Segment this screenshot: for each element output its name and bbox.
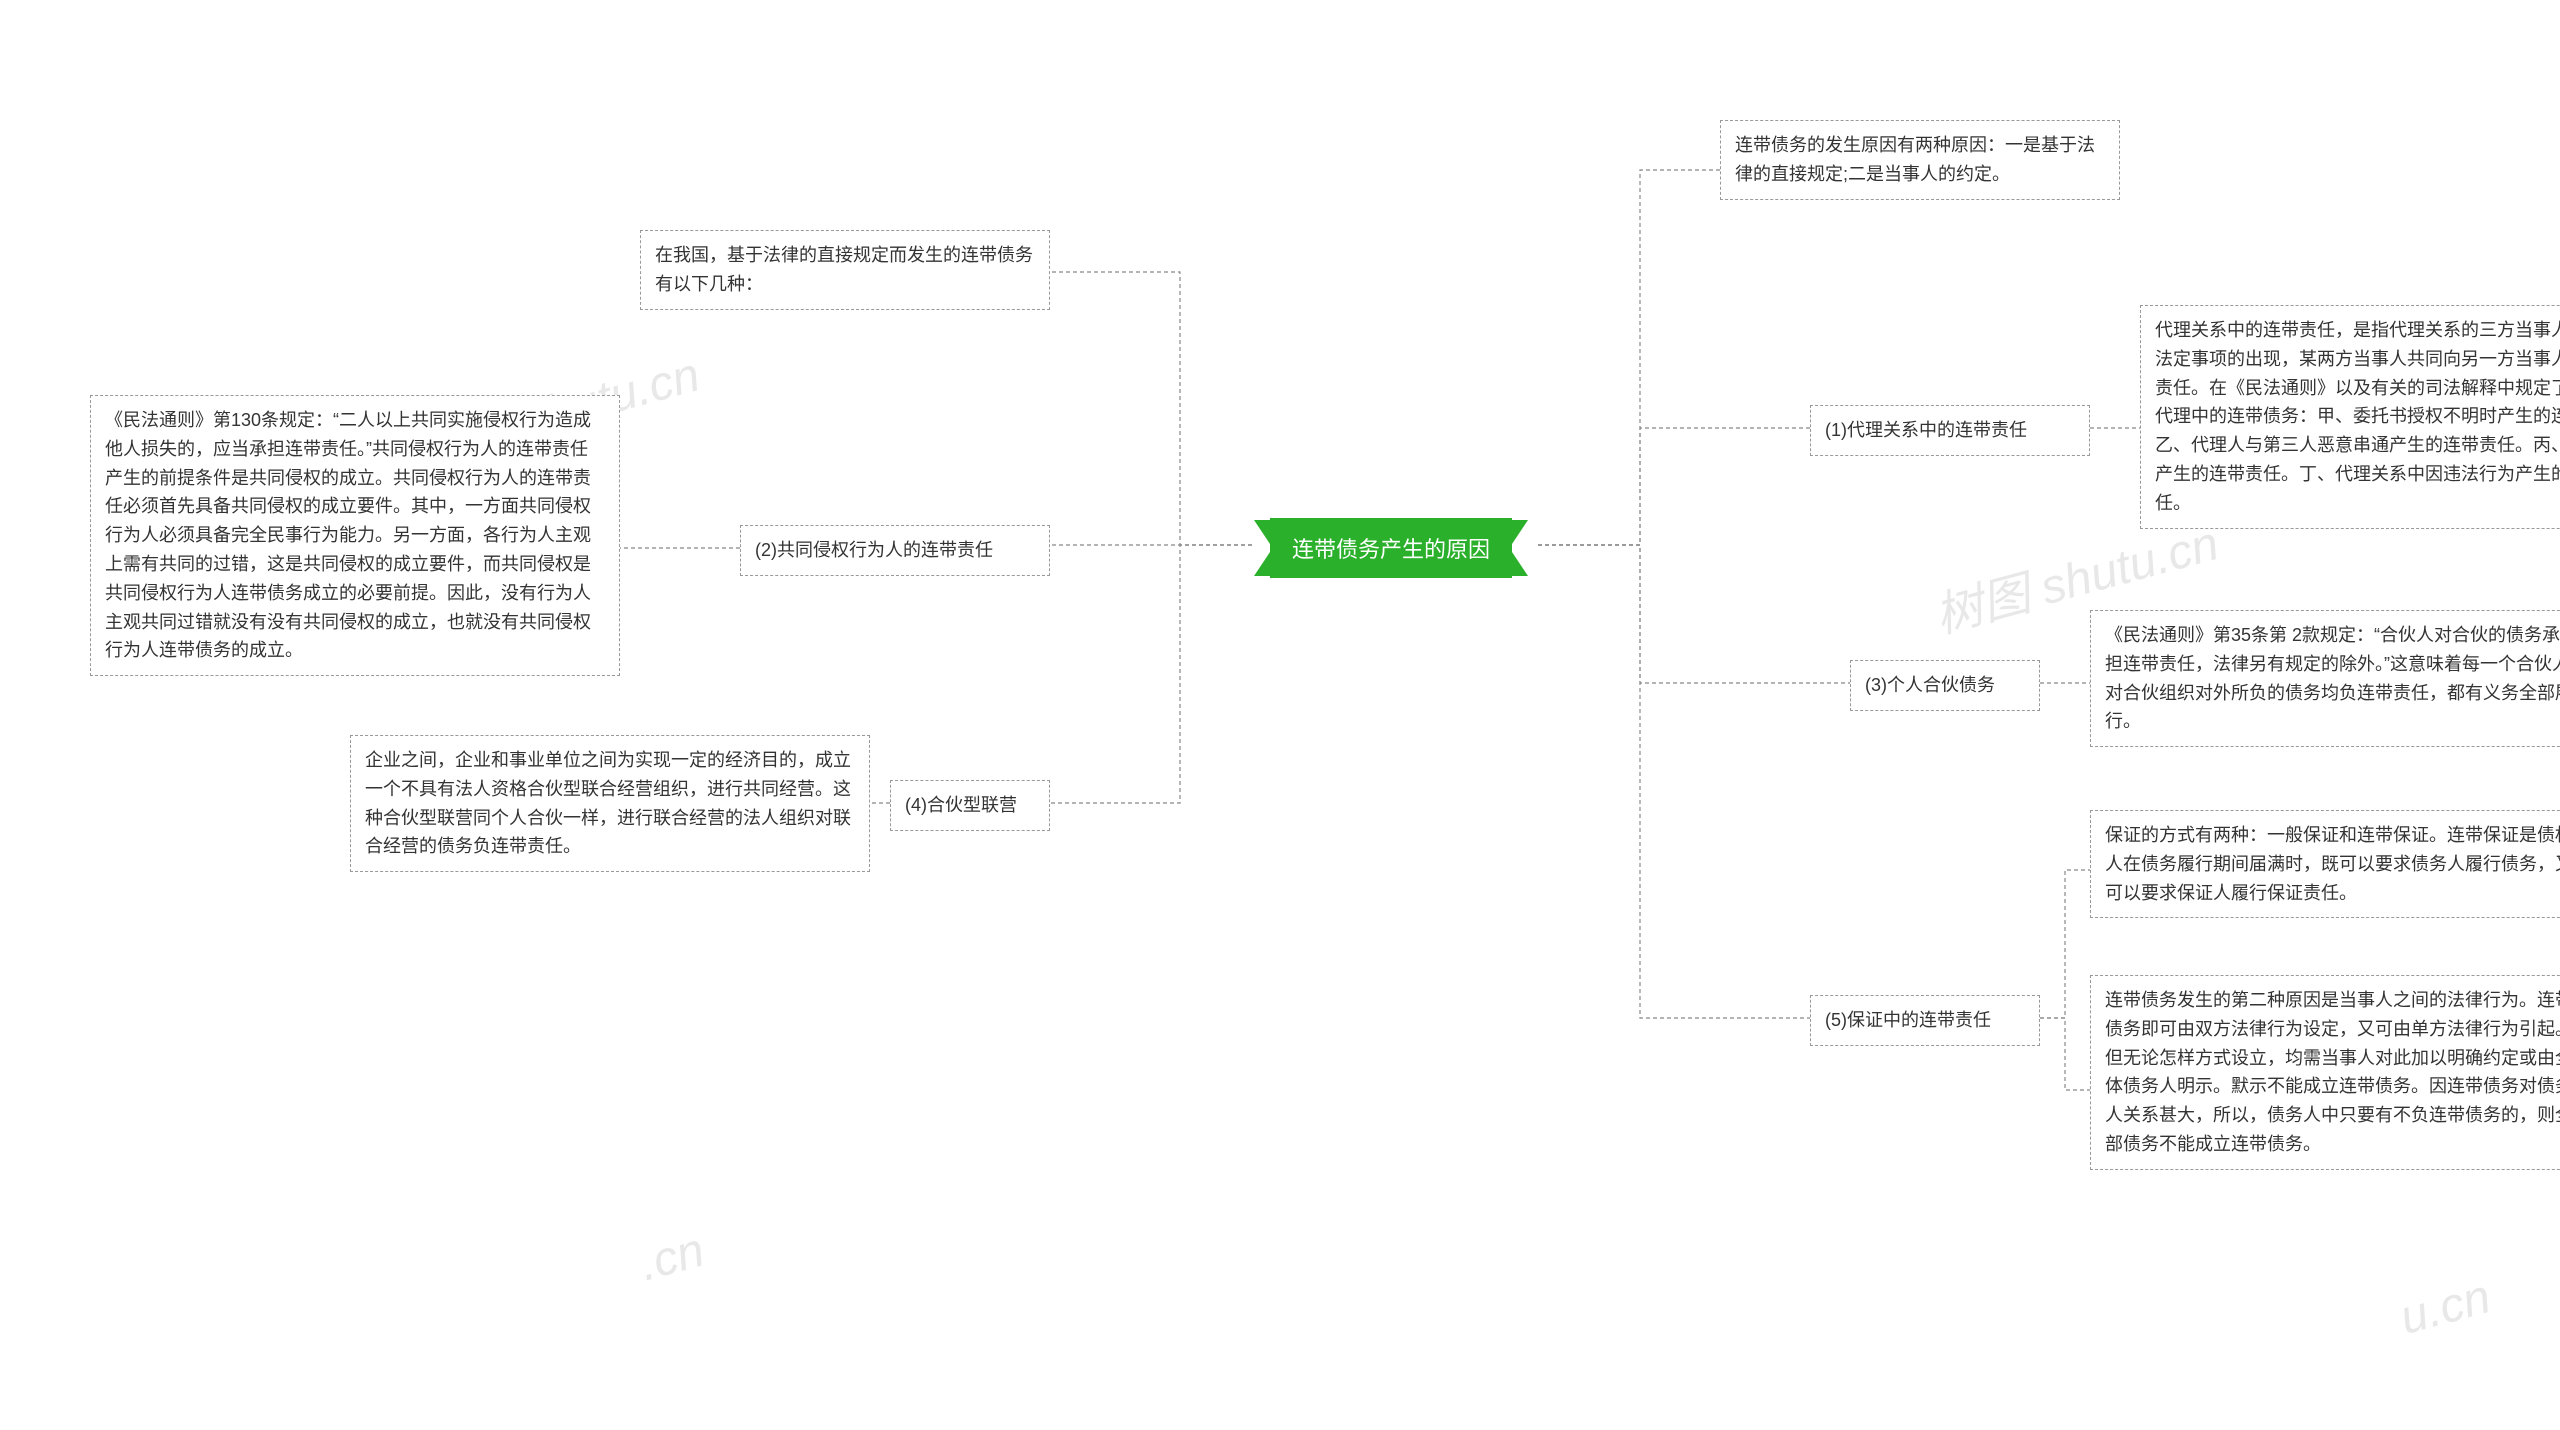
node-label: 在我国，基于法律的直接规定而发生的连带债务有以下几种： xyxy=(655,245,1033,294)
detail-partnership-jv[interactable]: 企业之间，企业和事业单位之间为实现一定的经济目的，成立一个不具有法人资格合伙型联… xyxy=(350,735,870,872)
node-text: 《民法通则》第130条规定：“二人以上共同实施侵权行为造成他人损失的，应当承担连… xyxy=(105,410,591,660)
connector xyxy=(1050,545,1252,803)
node-label: (3)个人合伙债务 xyxy=(1865,675,1995,695)
watermark: u.cn xyxy=(2394,1269,2496,1346)
node-text: 《民法通则》第35条第 2款规定：“合伙人对合伙的债务承担连带责任，法律另有规定… xyxy=(2105,625,2560,731)
node-label: (2)共同侵权行为人的连带责任 xyxy=(755,540,993,560)
connector xyxy=(1538,428,1810,545)
connector xyxy=(2040,1018,2090,1090)
detail-guarantee-a[interactable]: 保证的方式有两种：一般保证和连带保证。连带保证是债权人在债务履行期间届满时，既可… xyxy=(2090,810,2560,918)
node-text: 连带债务发生的第二种原因是当事人之间的法律行为。连带债务即可由双方法律行为设定，… xyxy=(2105,990,2560,1154)
node-text: 代理关系中的连带责任，是指代理关系的三方当事人中，由于法定事项的出现，某两方当事… xyxy=(2155,320,2560,513)
branch-agency[interactable]: (1)代理关系中的连带责任 xyxy=(1810,405,2090,456)
root-node[interactable]: 连带债务产生的原因 xyxy=(1270,518,1512,578)
branch-personal-partnership[interactable]: (3)个人合伙债务 xyxy=(1850,660,2040,711)
branch-intro-left[interactable]: 在我国，基于法律的直接规定而发生的连带债务有以下几种： xyxy=(640,230,1050,310)
connector xyxy=(1538,170,1720,545)
node-label: (4)合伙型联营 xyxy=(905,795,1017,815)
detail-guarantee-b[interactable]: 连带债务发生的第二种原因是当事人之间的法律行为。连带债务即可由双方法律行为设定，… xyxy=(2090,975,2560,1170)
connector xyxy=(1050,272,1252,545)
connector xyxy=(1538,545,1810,1018)
detail-personal-partnership[interactable]: 《民法通则》第35条第 2款规定：“合伙人对合伙的债务承担连带责任，法律另有规定… xyxy=(2090,610,2560,747)
node-label: (5)保证中的连带责任 xyxy=(1825,1010,1991,1030)
branch-joint-tort[interactable]: (2)共同侵权行为人的连带责任 xyxy=(740,525,1050,576)
detail-agency[interactable]: 代理关系中的连带责任，是指代理关系的三方当事人中，由于法定事项的出现，某两方当事… xyxy=(2140,305,2560,529)
detail-joint-tort[interactable]: 《民法通则》第130条规定：“二人以上共同实施侵权行为造成他人损失的，应当承担连… xyxy=(90,395,620,676)
branch-partnership-jv[interactable]: (4)合伙型联营 xyxy=(890,780,1050,831)
node-text: 保证的方式有两种：一般保证和连带保证。连带保证是债权人在债务履行期间届满时，既可… xyxy=(2105,825,2560,903)
watermark: .cn xyxy=(634,1223,710,1293)
root-label: 连带债务产生的原因 xyxy=(1292,537,1490,562)
connector xyxy=(1538,545,1850,683)
connector xyxy=(2040,870,2090,1018)
branch-intro-right[interactable]: 连带债务的发生原因有两种原因：一是基于法律的直接规定;二是当事人的约定。 xyxy=(1720,120,2120,200)
node-text: 企业之间，企业和事业单位之间为实现一定的经济目的，成立一个不具有法人资格合伙型联… xyxy=(365,750,851,856)
node-label: (1)代理关系中的连带责任 xyxy=(1825,420,2027,440)
node-label: 连带债务的发生原因有两种原因：一是基于法律的直接规定;二是当事人的约定。 xyxy=(1735,135,2095,184)
branch-guarantee[interactable]: (5)保证中的连带责任 xyxy=(1810,995,2040,1046)
